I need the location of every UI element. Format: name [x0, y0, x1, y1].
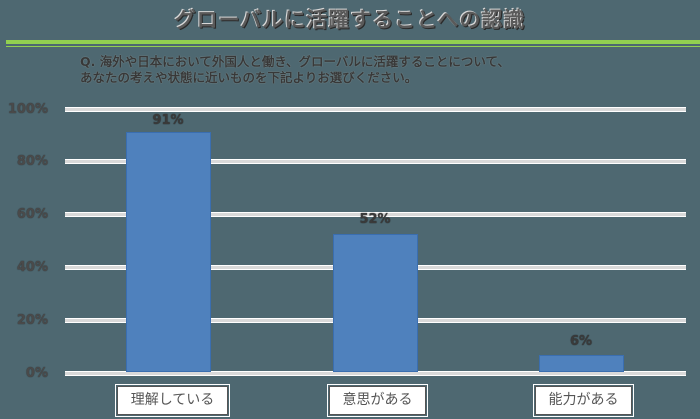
- bar-intention: [333, 234, 418, 372]
- bar-ability: [539, 355, 624, 372]
- gridline-80: [65, 159, 686, 164]
- y-tick-label: 100%: [7, 102, 48, 117]
- y-tick-label: 40%: [16, 260, 48, 275]
- bar-value-label: 91%: [152, 113, 184, 128]
- question-line-2: あなたの考えや状態に近いものを下記よりお選びください。: [80, 70, 418, 85]
- y-tick-label: 20%: [16, 313, 48, 328]
- y-tick-label: 0%: [25, 366, 48, 381]
- category-label: 理解している: [115, 384, 230, 417]
- gridline-100: [65, 107, 686, 112]
- bar-understanding: [126, 132, 211, 372]
- survey-question: Q. 海外や日本において外国人と働き、グローバルに活躍することについて、 あなた…: [80, 54, 680, 86]
- category-label: 意思がある: [327, 384, 428, 417]
- question-line-1: Q. 海外や日本において外国人と働き、グローバルに活躍することについて、: [80, 54, 510, 69]
- chart-title: グローバルに活躍することへの認識: [174, 8, 526, 32]
- title-underline: [6, 40, 700, 44]
- bar-value-label: 52%: [359, 212, 391, 227]
- title-underline-thin: [6, 46, 700, 47]
- bar-value-label: 6%: [569, 334, 593, 349]
- y-tick-label: 80%: [16, 154, 48, 169]
- gridline-60: [65, 212, 686, 217]
- category-label: 能力がある: [533, 384, 634, 417]
- y-tick-label: 60%: [16, 207, 48, 222]
